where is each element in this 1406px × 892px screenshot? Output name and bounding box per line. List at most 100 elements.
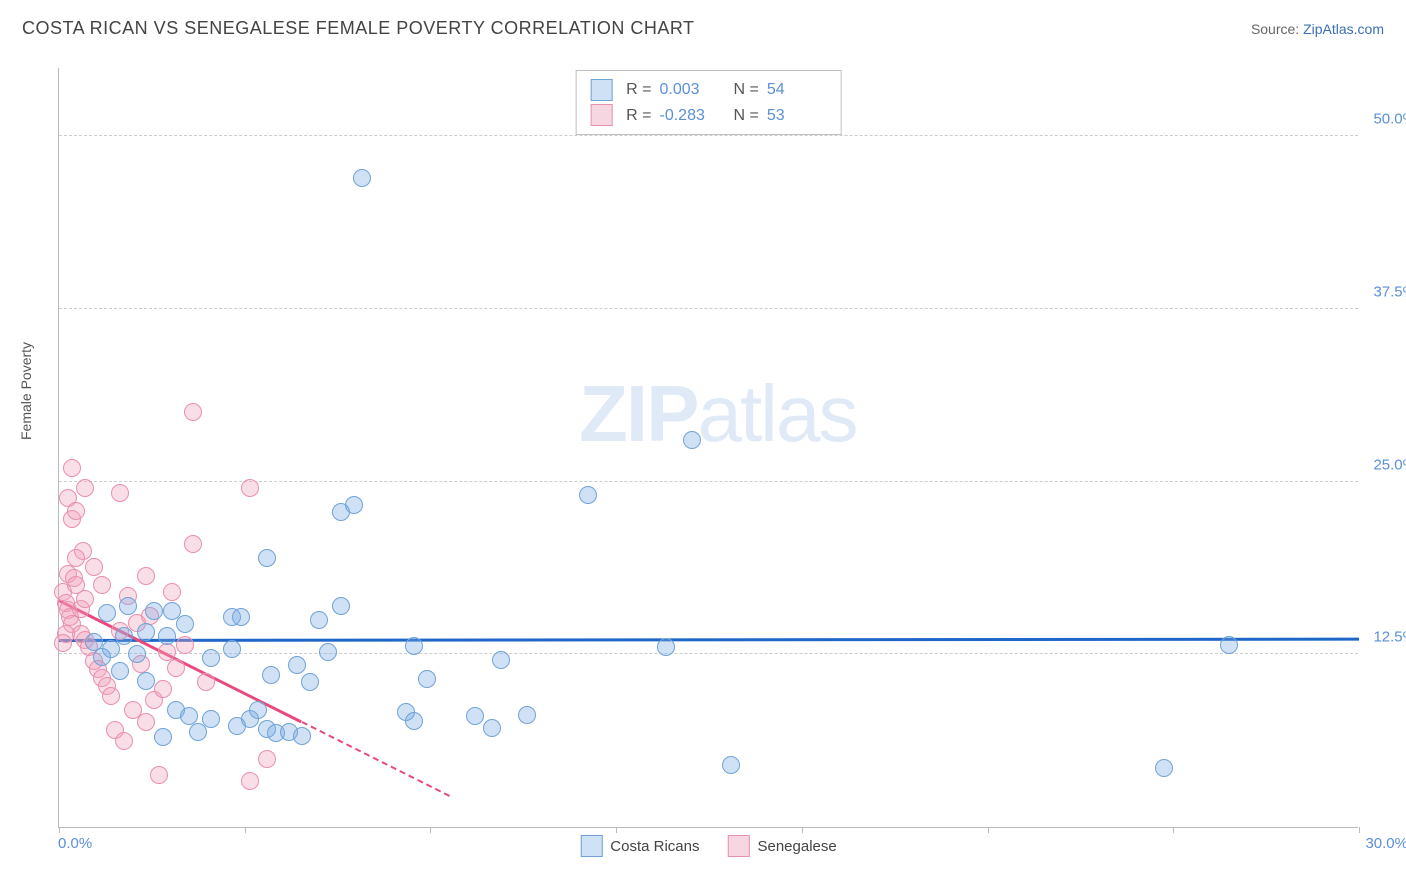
data-point bbox=[167, 701, 185, 719]
data-point bbox=[405, 637, 423, 655]
data-point bbox=[93, 576, 111, 594]
x-axis-max-label: 30.0% bbox=[1365, 835, 1406, 852]
data-point bbox=[137, 672, 155, 690]
data-point bbox=[63, 459, 81, 477]
data-point bbox=[405, 712, 423, 730]
chart-title: COSTA RICAN VS SENEGALESE FEMALE POVERTY… bbox=[22, 18, 695, 39]
data-point bbox=[345, 496, 363, 514]
data-point bbox=[85, 558, 103, 576]
x-axis-min-label: 0.0% bbox=[58, 835, 92, 852]
x-tick bbox=[430, 827, 431, 833]
data-point bbox=[1220, 636, 1238, 654]
r-label: R = bbox=[626, 77, 651, 103]
data-point bbox=[293, 727, 311, 745]
data-point bbox=[223, 640, 241, 658]
data-point bbox=[145, 602, 163, 620]
plot-area: ZIPatlas R = 0.003 N = 54 R = -0.283 N =… bbox=[58, 68, 1358, 828]
data-point bbox=[137, 567, 155, 585]
stats-legend: R = 0.003 N = 54 R = -0.283 N = 53 bbox=[575, 70, 842, 135]
data-point bbox=[483, 719, 501, 737]
x-tick bbox=[802, 827, 803, 833]
n-value-senegalese: 53 bbox=[767, 103, 827, 129]
data-point bbox=[262, 666, 280, 684]
regression-line bbox=[59, 637, 1359, 641]
data-point bbox=[119, 597, 137, 615]
data-point bbox=[319, 643, 337, 661]
data-point bbox=[137, 623, 155, 641]
n-label: N = bbox=[734, 103, 759, 129]
data-point bbox=[158, 627, 176, 645]
y-tick-label: 50.0% bbox=[1373, 111, 1406, 128]
data-point bbox=[154, 728, 172, 746]
watermark: ZIPatlas bbox=[579, 368, 856, 460]
x-tick bbox=[1173, 827, 1174, 833]
swatch-senegalese bbox=[727, 835, 749, 857]
data-point bbox=[93, 648, 111, 666]
swatch-costa-ricans bbox=[590, 79, 612, 101]
regression-line-extrapolated bbox=[301, 721, 449, 797]
data-point bbox=[176, 636, 194, 654]
data-point bbox=[418, 670, 436, 688]
r-value-costa-ricans: 0.003 bbox=[660, 77, 720, 103]
stats-row-costa-ricans: R = 0.003 N = 54 bbox=[590, 77, 827, 103]
x-tick bbox=[245, 827, 246, 833]
data-point bbox=[76, 479, 94, 497]
source-attribution: Source: ZipAtlas.com bbox=[1251, 21, 1384, 37]
data-point bbox=[518, 706, 536, 724]
data-point bbox=[579, 486, 597, 504]
data-point bbox=[241, 772, 259, 790]
data-point bbox=[301, 673, 319, 691]
y-axis-label: Female Poverty bbox=[18, 342, 34, 440]
data-point bbox=[466, 707, 484, 725]
gridline bbox=[59, 653, 1358, 654]
x-tick bbox=[616, 827, 617, 833]
data-point bbox=[102, 687, 120, 705]
data-point bbox=[657, 638, 675, 656]
data-point bbox=[353, 169, 371, 187]
data-point bbox=[202, 710, 220, 728]
data-point bbox=[111, 484, 129, 502]
legend-item-costa-ricans: Costa Ricans bbox=[580, 835, 699, 857]
y-tick-label: 12.5% bbox=[1373, 629, 1406, 646]
data-point bbox=[98, 604, 116, 622]
chart-container: Female Poverty ZIPatlas R = 0.003 N = 54… bbox=[48, 60, 1388, 850]
data-point bbox=[67, 549, 85, 567]
data-point bbox=[332, 597, 350, 615]
data-point bbox=[76, 590, 94, 608]
legend-label-senegalese: Senegalese bbox=[757, 838, 836, 855]
n-label: N = bbox=[734, 77, 759, 103]
source-label: Source: bbox=[1251, 21, 1303, 37]
data-point bbox=[1155, 759, 1173, 777]
data-point bbox=[184, 535, 202, 553]
x-tick bbox=[59, 827, 60, 833]
data-point bbox=[150, 766, 168, 784]
gridline bbox=[59, 308, 1358, 309]
data-point bbox=[176, 615, 194, 633]
data-point bbox=[258, 750, 276, 768]
source-link[interactable]: ZipAtlas.com bbox=[1303, 21, 1384, 37]
swatch-costa-ricans bbox=[580, 835, 602, 857]
x-tick bbox=[1359, 827, 1360, 833]
r-label: R = bbox=[626, 103, 651, 129]
data-point bbox=[67, 502, 85, 520]
data-point bbox=[249, 701, 267, 719]
n-value-costa-ricans: 54 bbox=[767, 77, 827, 103]
data-point bbox=[492, 651, 510, 669]
data-point bbox=[115, 627, 133, 645]
data-point bbox=[128, 645, 146, 663]
data-point bbox=[167, 659, 185, 677]
data-point bbox=[184, 403, 202, 421]
y-tick-label: 37.5% bbox=[1373, 283, 1406, 300]
gridline bbox=[59, 135, 1358, 136]
swatch-senegalese bbox=[590, 104, 612, 126]
data-point bbox=[137, 713, 155, 731]
data-point bbox=[163, 583, 181, 601]
data-point bbox=[288, 656, 306, 674]
data-point bbox=[154, 680, 172, 698]
legend-label-costa-ricans: Costa Ricans bbox=[610, 838, 699, 855]
r-value-senegalese: -0.283 bbox=[660, 103, 720, 129]
x-tick bbox=[988, 827, 989, 833]
data-point bbox=[722, 756, 740, 774]
data-point bbox=[115, 732, 133, 750]
data-point bbox=[197, 673, 215, 691]
